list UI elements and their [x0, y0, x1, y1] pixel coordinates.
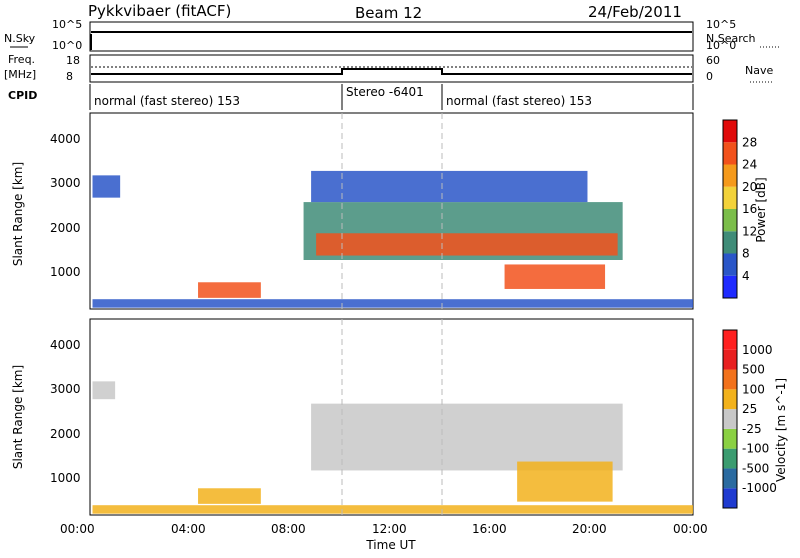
velocity-colorbar-swatch-8 [723, 330, 737, 350]
power-colorbar-swatch-7 [723, 120, 737, 143]
xtick-5: 20:00 [572, 522, 607, 536]
nave-tick-bottom: 0 [706, 70, 713, 83]
velocity-colorbar-swatch-5 [723, 389, 737, 410]
xtick-4: 16:00 [472, 522, 507, 536]
power-colorbar-swatch-1 [723, 253, 737, 276]
cpid-segment-2: Stereo -6401 [346, 85, 424, 99]
velocity-region-1 [198, 488, 261, 504]
nsky-tick-bottom-right: 10^0 [706, 39, 736, 52]
xtick-3: 12:00 [372, 522, 407, 536]
power-colorbar-tick-1: 8 [742, 247, 750, 261]
velocity-region-2 [311, 403, 623, 471]
power-region-1 [198, 282, 261, 298]
power-colorbar-frame [722, 119, 738, 299]
power-ytick-3000: 3000 [50, 176, 81, 190]
power-ytick-1000: 1000 [50, 265, 81, 279]
velocity-colorbar-label: Velocity [m s^-1] [774, 378, 788, 482]
velocity-panel-frame [89, 318, 694, 516]
nsky-strip-frame [89, 21, 694, 52]
power-ytick-2000: 2000 [50, 221, 81, 235]
nsky-tick-top-right: 10^5 [706, 18, 736, 31]
xtick-6: 00:00 [673, 522, 708, 536]
velocity-region-4 [92, 381, 116, 400]
freq-label: Freq. [8, 53, 35, 66]
power-colorbar-tick-3: 16 [742, 202, 757, 216]
velocity-ytick-1000: 1000 [50, 471, 81, 485]
velocity-colorbar-swatch-4 [723, 409, 737, 429]
velocity-colorbar-swatch-3 [723, 428, 737, 449]
power-colorbar-tick-0: 4 [742, 269, 750, 283]
power-region-4 [504, 264, 606, 289]
cpid-segment-3: normal (fast stereo) 153 [446, 94, 592, 108]
power-colorbar-swatch-2 [723, 231, 737, 254]
beam-title: Beam 12 [355, 4, 422, 22]
freq-trace [91, 68, 692, 75]
velocity-colorbar-tick-1: 500 [742, 363, 765, 377]
velocity-colorbar-swatch-6 [723, 369, 737, 390]
power-colorbar-tick-4: 20 [742, 180, 757, 194]
power-colorbar-swatch-3 [723, 209, 737, 232]
power-ylabel: Slant Range [km] [11, 162, 25, 266]
power-ytick-4000: 4000 [50, 132, 81, 146]
nsky-tick-top-left: 10^5 [52, 18, 82, 31]
power-colorbar-tick-5: 24 [742, 158, 757, 172]
xtick-1: 04:00 [171, 522, 206, 536]
nsearch-label: N.Search [706, 32, 756, 45]
freq-strip-frame [89, 54, 694, 83]
nsky-label: N.Sky [4, 32, 36, 45]
power-colorbar-tick-2: 12 [742, 224, 757, 238]
nsky-tick-bottom-left: 10^0 [52, 39, 82, 52]
velocity-colorbar-swatch-2 [723, 448, 737, 469]
velocity-colorbar-tick-2: 100 [742, 382, 765, 396]
power-data-layer [92, 170, 693, 308]
xlabel: Time UT [365, 538, 416, 552]
freq-tick-bottom: 8 [66, 70, 73, 83]
velocity-colorbar-tick-0: 1000 [742, 343, 773, 357]
cpid-label: CPID [8, 89, 37, 102]
velocity-region-0 [92, 505, 693, 514]
xtick-2: 08:00 [271, 522, 306, 536]
velocity-colorbar-swatch-7 [723, 349, 737, 370]
power-region-6 [92, 175, 121, 198]
velocity-data-layer [92, 381, 693, 514]
velocity-region-3 [517, 461, 613, 502]
power-region-0 [92, 299, 693, 308]
velocity-colorbar: 1000 500 100 25 -25 -100 -500 -1000 [722, 329, 777, 509]
freq-unit: [MHz] [4, 68, 36, 81]
nave-label: Nave [745, 64, 773, 77]
cpid-segment-1: normal (fast stereo) 153 [94, 94, 240, 108]
velocity-colorbar-tick-6: -500 [742, 461, 769, 475]
xtick-0: 00:00 [60, 522, 95, 536]
power-colorbar-swatch-0 [723, 275, 737, 298]
power-colorbar-tick-6: 28 [742, 135, 757, 149]
velocity-colorbar-tick-4: -25 [742, 422, 762, 436]
velocity-colorbar-tick-5: -100 [742, 442, 769, 456]
power-colorbar-swatch-5 [723, 164, 737, 187]
power-colorbar-swatch-4 [723, 186, 737, 209]
power-colorbar: 4 8 12 16 20 24 28 [722, 119, 757, 299]
velocity-colorbar-swatch-0 [723, 488, 737, 508]
velocity-panel: Slant Range [km] 1000 2000 3000 4000 00:… [11, 318, 788, 552]
date-title: 24/Feb/2011 [588, 3, 682, 21]
velocity-ylabel: Slant Range [km] [11, 365, 25, 469]
power-panel: Slant Range [km] 1000 2000 3000 4000 4 8 1… [11, 112, 768, 310]
nave-tick-top: 60 [706, 54, 720, 67]
velocity-ytick-2000: 2000 [50, 427, 81, 441]
velocity-ytick-4000: 4000 [50, 338, 81, 352]
velocity-colorbar-frame [722, 329, 738, 509]
velocity-colorbar-swatch-1 [723, 468, 737, 489]
power-colorbar-label: Power [dB] [754, 177, 768, 242]
power-panel-frame [89, 112, 694, 310]
freq-tick-top: 18 [66, 54, 80, 67]
power-colorbar-swatch-6 [723, 142, 737, 165]
power-region-5 [311, 170, 588, 203]
radar-title: Pykkvibaer (fitACF) [88, 2, 231, 20]
velocity-colorbar-tick-3: 25 [742, 402, 757, 416]
power-region-3 [316, 233, 618, 256]
velocity-colorbar-tick-7: -1000 [742, 481, 777, 495]
velocity-ytick-3000: 3000 [50, 382, 81, 396]
